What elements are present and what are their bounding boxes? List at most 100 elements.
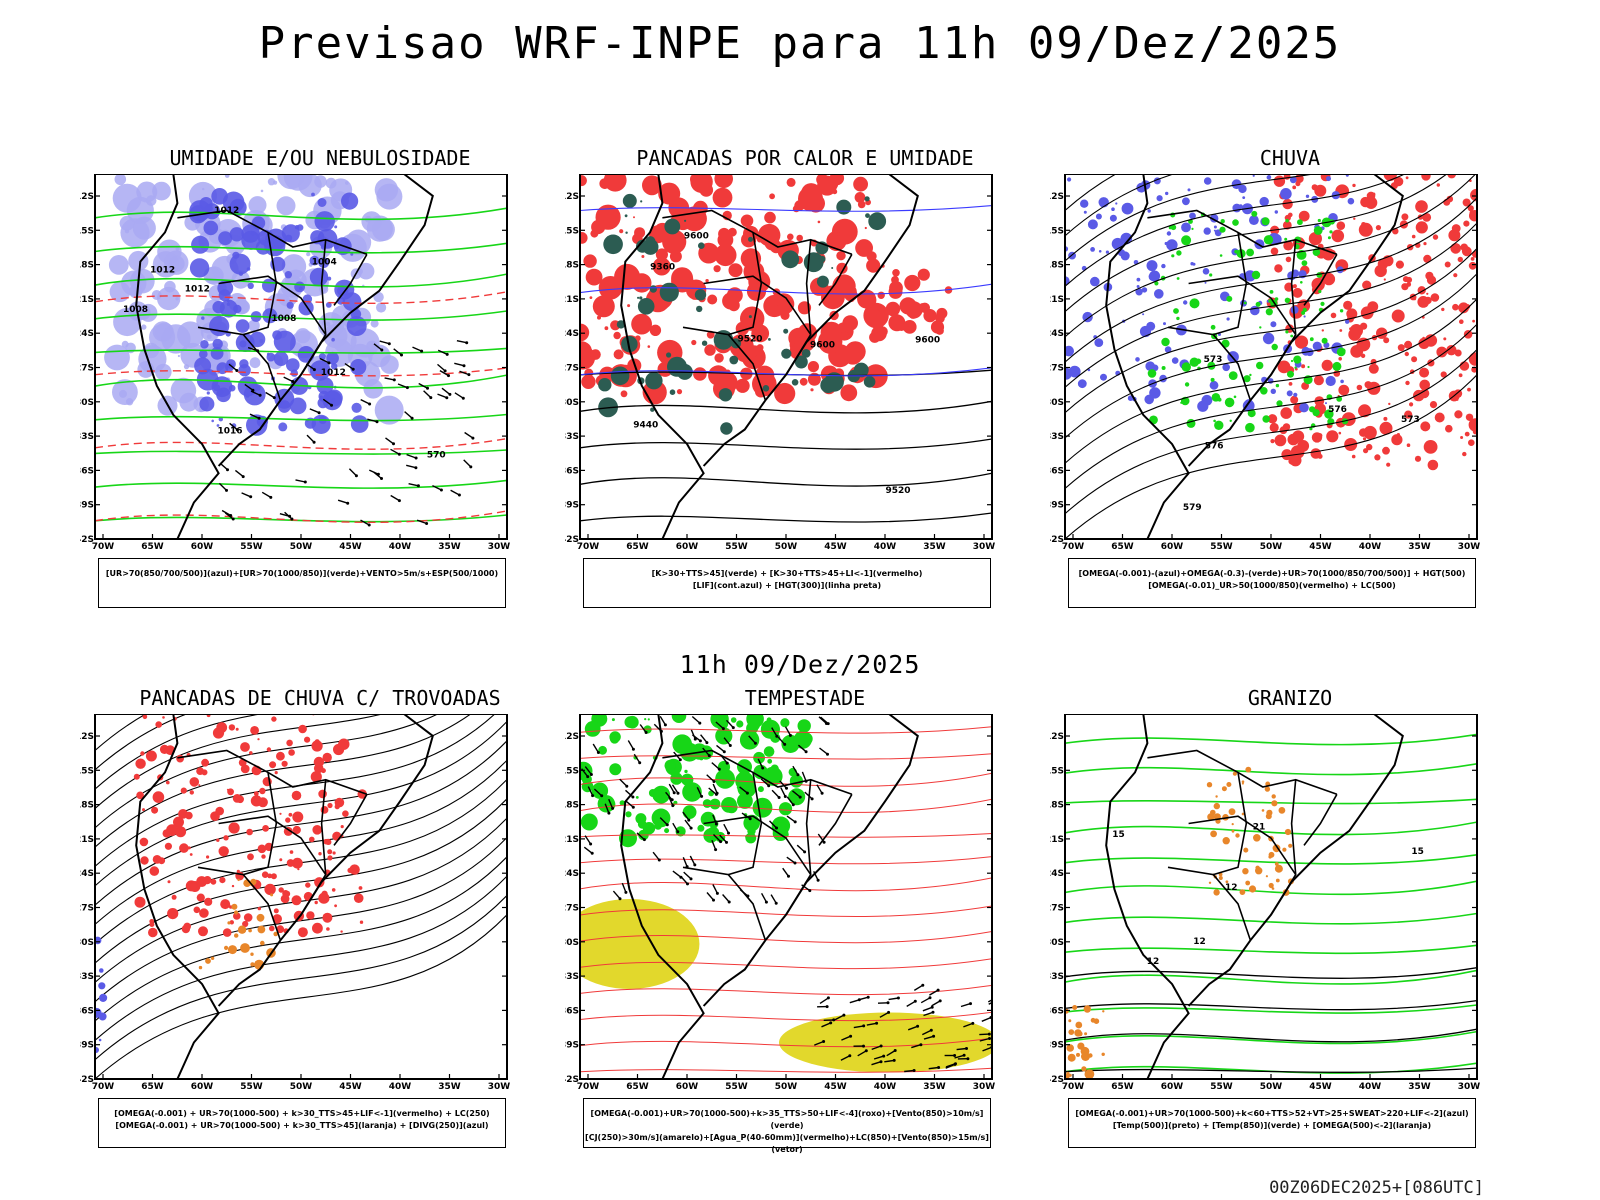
field-blob (831, 267, 834, 269)
field-blob (1338, 357, 1342, 361)
lon-label: 35W (923, 1082, 946, 1092)
field-blob (249, 357, 261, 369)
field-blob (223, 835, 229, 841)
field-blob (1176, 277, 1180, 280)
state-border (1213, 772, 1248, 876)
lat-label: 21S (80, 295, 94, 305)
lon-label: 40W (389, 1082, 412, 1092)
field-blob (1358, 222, 1373, 237)
contour-line (1065, 821, 1477, 836)
field-blob (1330, 312, 1337, 319)
wind-vector (929, 989, 939, 996)
legend-line: [LIF](cont.azul) + [HGT(300)](linha pret… (692, 581, 882, 590)
wind-vector-head (400, 353, 403, 357)
wind-vector (385, 437, 394, 445)
wind-vector (779, 780, 788, 789)
lat-label: 42S (565, 535, 579, 545)
wind-vector-head (346, 501, 350, 505)
lon-label: 30W (973, 1082, 996, 1092)
lat-label: 27S (1050, 904, 1064, 914)
field-blob (1422, 336, 1425, 340)
field-blob (1213, 802, 1220, 810)
state-border (1188, 275, 1297, 376)
contour-label: 15 (1411, 847, 1424, 857)
field-blob (1065, 345, 1074, 357)
field-blob (1292, 287, 1303, 298)
wind-vector-head (921, 983, 925, 987)
field-blob (885, 301, 901, 317)
field-blob (327, 802, 333, 809)
field-blob (1087, 219, 1098, 230)
field-blob (327, 849, 333, 855)
wind-vector-head (842, 1013, 846, 1017)
field-blob (1452, 303, 1459, 311)
field-blob (194, 357, 212, 375)
lon-label: 35W (438, 542, 461, 552)
field-blob (635, 813, 647, 825)
wind-vector-head (862, 1044, 865, 1048)
field-blob (176, 754, 184, 763)
field-blob (610, 366, 630, 386)
field-blob (248, 928, 252, 933)
field-blob (718, 227, 731, 240)
field-blob (261, 854, 266, 859)
field-blob (253, 791, 259, 796)
field-blob (1324, 409, 1334, 419)
state-border (703, 815, 812, 916)
field-blob (791, 379, 799, 386)
contour-line (95, 273, 507, 288)
wind-vector (904, 1069, 915, 1073)
field-blob (1356, 384, 1363, 391)
field-blob (1443, 337, 1447, 341)
field-blob (278, 400, 291, 413)
wind-vector-head (913, 999, 917, 1003)
wind-vector (390, 494, 400, 502)
field-blob (715, 769, 735, 789)
wind-vector (871, 1061, 882, 1066)
field-blob (257, 797, 268, 808)
wind-vector (816, 784, 823, 794)
field-blob (1336, 347, 1346, 357)
field-blob (609, 763, 622, 776)
field-blob (216, 838, 220, 842)
wind-vector-head (777, 796, 781, 799)
state-border (1147, 749, 1338, 796)
field-blob (676, 389, 683, 395)
field-blob (1083, 210, 1087, 214)
field-blob (1256, 361, 1264, 370)
field-blob (1090, 247, 1095, 252)
streamline (1065, 174, 1176, 237)
field-blob (374, 395, 404, 425)
lat-label: 18S (80, 801, 94, 811)
field-blob (1203, 227, 1211, 235)
field-blob (1397, 344, 1405, 352)
field-blob (318, 789, 327, 799)
field-blob (666, 352, 672, 358)
field-blob (278, 887, 284, 893)
field-blob (272, 330, 282, 340)
field-blob (229, 253, 251, 275)
field-blob (1253, 834, 1261, 842)
field-blob (210, 811, 220, 821)
field-blob (1421, 174, 1431, 181)
wind-vector (671, 784, 679, 794)
field-blob (1156, 195, 1163, 202)
wind-vector-head (445, 352, 449, 356)
field-blob (1445, 424, 1453, 433)
field-blob (1144, 394, 1154, 405)
field-blob (288, 749, 295, 756)
wind-vector-head (719, 840, 723, 844)
field-blob (218, 289, 231, 302)
field-blob (1311, 184, 1318, 191)
lat-label: 24S (1050, 329, 1064, 339)
field-blob (1453, 273, 1458, 278)
field-blob (1213, 889, 1220, 896)
wind-vector-head (700, 794, 704, 798)
field-blob (1366, 443, 1373, 451)
field-blob (175, 297, 179, 301)
field-blob (613, 349, 624, 360)
wind-vector-head (793, 820, 797, 824)
panel-umidade: UMIDADE E/OU NEBULOSIDADE 1012 1012 1008 101… (80, 146, 560, 616)
wind-vector-head (351, 367, 355, 371)
wind-vector (696, 787, 703, 797)
